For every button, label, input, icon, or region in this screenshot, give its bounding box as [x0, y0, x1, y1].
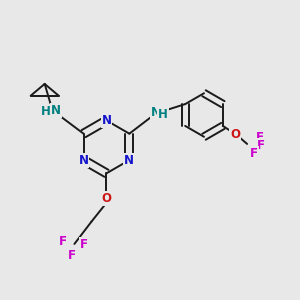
Text: N: N: [101, 114, 112, 127]
Text: F: F: [257, 139, 265, 152]
Text: O: O: [101, 192, 112, 205]
Text: N: N: [124, 154, 134, 166]
Text: F: F: [256, 130, 264, 144]
Text: O: O: [230, 128, 240, 141]
Text: N: N: [51, 104, 61, 117]
Text: F: F: [250, 147, 258, 161]
Text: H: H: [158, 108, 168, 121]
Text: F: F: [58, 235, 67, 248]
Text: N: N: [151, 106, 161, 119]
Text: F: F: [80, 238, 88, 251]
Text: N: N: [79, 154, 88, 166]
Text: H: H: [41, 105, 50, 118]
Text: F: F: [68, 249, 76, 262]
